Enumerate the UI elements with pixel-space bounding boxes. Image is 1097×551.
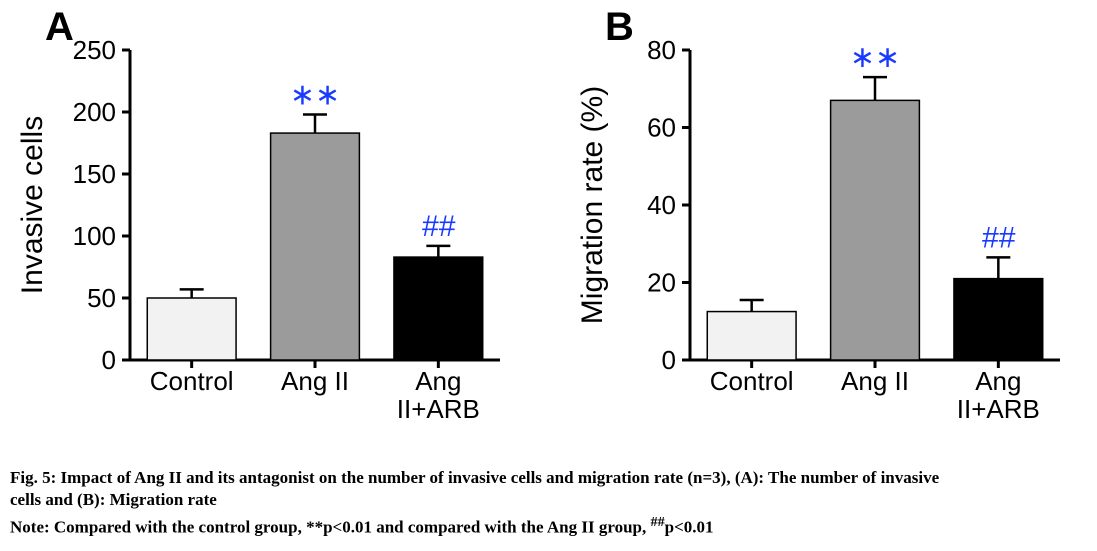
svg-text:Ang: Ang	[415, 366, 461, 396]
panel-B: B 020406080Migration rate (%)Control∗∗An…	[570, 10, 1090, 450]
svg-text:40: 40	[647, 190, 676, 220]
svg-text:60: 60	[647, 113, 676, 143]
caption-line-2: cells and (B): Migration rate	[10, 490, 1070, 510]
chart-A-svg: 0 50 100 150 200 250 Invasive cells Control ∗∗ An…	[10, 10, 530, 450]
caption-block: Fig. 5: Impact of Ang II and its antagon…	[10, 468, 1070, 538]
svg-text:20: 20	[647, 268, 676, 298]
svg-text:200: 200	[73, 97, 116, 127]
panels-row: A 050100150200250Invasive cellsControl∗∗…	[10, 10, 1087, 450]
note-hash-super: ##	[650, 514, 664, 530]
svg-text:Migration rate (%): Migration rate (%)	[576, 86, 609, 324]
svg-text:Ang: Ang	[975, 366, 1021, 396]
svg-text:∗∗: ∗∗	[850, 41, 900, 74]
panel-letter-A: A	[45, 5, 74, 50]
svg-text:80: 80	[647, 35, 676, 65]
svg-text:50: 50	[87, 283, 116, 313]
panel-A: A 050100150200250Invasive cellsControl∗∗…	[10, 10, 530, 450]
chart-B-svg: 0 20 40 60 80 Migration rate (%) Control ∗∗ Ang …	[570, 10, 1090, 450]
svg-text:Ang II: Ang II	[841, 366, 909, 396]
svg-text:0: 0	[662, 345, 676, 375]
figure: A 050100150200250Invasive cellsControl∗∗…	[10, 10, 1087, 538]
svg-text:100: 100	[73, 221, 116, 251]
svg-text:##: ##	[982, 221, 1016, 254]
caption-note: Note: Compared with the control group, *…	[10, 514, 1070, 538]
note-suffix: p<0.01	[665, 518, 714, 537]
svg-text:∗∗: ∗∗	[290, 78, 340, 111]
panel-letter-B: B	[605, 5, 634, 50]
svg-text:Control: Control	[710, 366, 794, 396]
svg-text:II+ARB: II+ARB	[397, 394, 480, 424]
note-prefix: Note: Compared with the control group, *…	[10, 518, 650, 537]
svg-text:Ang II: Ang II	[281, 366, 349, 396]
svg-text:II+ARB: II+ARB	[957, 394, 1040, 424]
svg-text:Control: Control	[150, 366, 234, 396]
svg-text:150: 150	[73, 159, 116, 189]
svg-text:Invasive cells: Invasive cells	[16, 116, 49, 294]
svg-text:##: ##	[422, 210, 456, 243]
caption-line-1: Fig. 5: Impact of Ang II and its antagon…	[10, 468, 1070, 488]
svg-text:0: 0	[102, 345, 116, 375]
svg-text:250: 250	[73, 35, 116, 65]
